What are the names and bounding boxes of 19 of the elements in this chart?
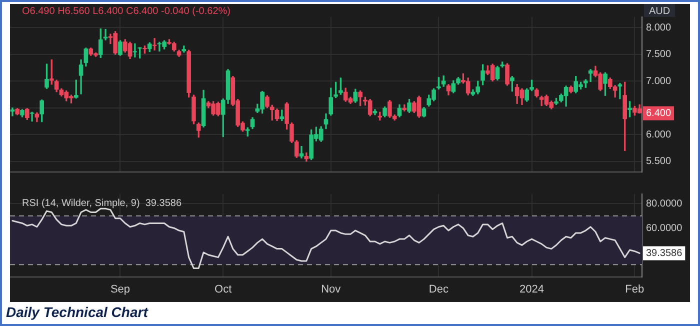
annotation: RSI (14, Wilder, Simple, 9) 39.3586 <box>22 198 182 209</box>
x-tick-label: Feb <box>625 283 644 296</box>
text: Daily Technical Chart <box>6 304 148 320</box>
x-tick-label: Nov <box>321 283 342 296</box>
y-tick-label: 7.000 <box>646 76 672 87</box>
x-tick-label: Dec <box>428 283 449 296</box>
x-tick-label: 2024 <box>520 283 544 296</box>
y-tick-label: 5.500 <box>646 156 672 168</box>
x-tick-label: Sep <box>110 283 130 296</box>
y-tick-label: 6.000 <box>646 129 672 140</box>
x-tick-label: Oct <box>214 283 232 296</box>
y-tick-label: 60.0000 <box>646 222 683 234</box>
y-tick-label: 80.0000 <box>646 198 683 210</box>
text: O6.490 H6.560 L6.400 C6.400 -0.040 (-0.62%) <box>22 6 230 17</box>
y-tick-label: 8.000 <box>646 22 672 34</box>
text: 39.3586 <box>646 248 683 259</box>
y-tick-label: 7.500 <box>646 49 672 60</box>
text: AUD <box>649 6 670 17</box>
annotation: 6.400 <box>646 108 672 119</box>
